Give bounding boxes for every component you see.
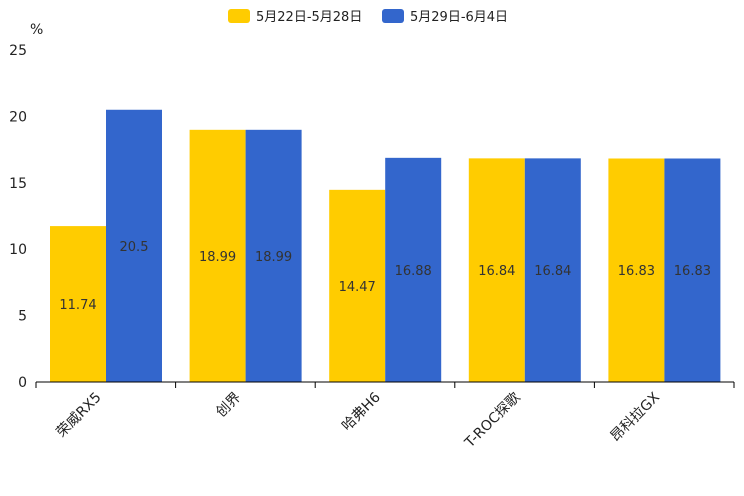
data-label: 18.99 — [199, 250, 236, 265]
y-tick-label: 15 — [9, 176, 27, 192]
bar-1-1 — [50, 226, 106, 382]
x-category-label: T-ROC探歌 — [461, 390, 523, 452]
bar-2-3 — [385, 157, 442, 382]
data-label: 16.84 — [478, 264, 515, 279]
legend: 5月22日-5月28日 5月29日-6月4日 — [228, 9, 508, 25]
bar-2-5 — [664, 158, 721, 382]
y-tick-label: 20 — [9, 109, 27, 125]
x-category-label: 创界 — [213, 390, 244, 421]
y-tick-label: 0 — [18, 375, 27, 391]
x-category-label: 昂科拉GX — [608, 389, 664, 445]
data-label: 16.84 — [534, 264, 571, 279]
data-label: 18.99 — [255, 250, 292, 265]
legend-label-1: 5月22日-5月28日 — [256, 10, 362, 25]
bar-2-2 — [245, 129, 302, 382]
bar-1-2 — [189, 129, 246, 382]
y-tick-label: 5 — [18, 309, 27, 325]
data-label: 16.83 — [674, 264, 711, 279]
legend-swatch-2 — [382, 9, 404, 23]
y-tick-label: 10 — [9, 242, 27, 258]
bar-2-1 — [106, 109, 162, 382]
legend-swatch-1 — [228, 9, 250, 23]
bars: 11.74 20.5 18.99 18.99 14.47 16.88 16.84 16.84 1… — [50, 109, 721, 382]
bar-1-3 — [329, 189, 386, 382]
x-category-label: 荣威RX5 — [54, 390, 105, 441]
data-label: 16.83 — [618, 264, 655, 279]
data-label: 11.74 — [59, 298, 96, 313]
y-axis-label: % — [30, 22, 43, 38]
legend-label-2: 5月29日-6月4日 — [410, 10, 508, 25]
y-tick-label: 25 — [9, 43, 27, 59]
x-category-label: 哈弗H6 — [339, 389, 384, 434]
x-axis: 荣威RX5 创界 哈弗H6 T-ROC探歌 昂科拉GX — [35, 381, 735, 452]
data-label: 16.88 — [395, 264, 432, 279]
y-axis: 0 5 10 15 20 25 — [9, 43, 27, 391]
data-label: 14.47 — [339, 280, 376, 295]
bar-2-4 — [524, 158, 581, 382]
data-label: 20.5 — [120, 240, 149, 255]
bar-1-4 — [468, 158, 525, 382]
bar-1-5 — [608, 158, 665, 382]
